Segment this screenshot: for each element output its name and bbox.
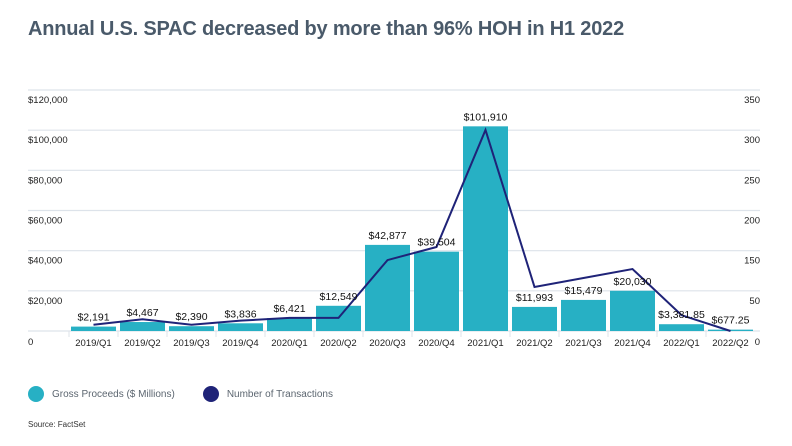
right-axis: 0 50 150 200 250 300 350 bbox=[744, 95, 760, 348]
data-label: $2,390 bbox=[175, 311, 207, 323]
right-tick-label: 150 bbox=[744, 256, 760, 267]
left-tick-label: $20,000 bbox=[28, 296, 62, 307]
x-tick-label: 2021/Q2 bbox=[516, 338, 552, 349]
bar bbox=[218, 323, 263, 331]
x-tick-label: 2020/Q2 bbox=[320, 338, 356, 349]
chart-canvas: 0 $20,000 $40,000 $60,000 $80,000 $100,000 $12… bbox=[28, 89, 760, 349]
data-label: $39,504 bbox=[418, 237, 456, 249]
legend-label: Gross Proceeds ($ Millions) bbox=[52, 388, 175, 400]
data-label: $11,993 bbox=[516, 292, 553, 304]
legend-swatch-bar bbox=[28, 386, 44, 402]
data-label: $3,381.85 bbox=[658, 309, 705, 321]
left-tick-label: $100,000 bbox=[28, 135, 68, 146]
left-tick-label: $80,000 bbox=[28, 175, 62, 186]
line-series bbox=[93, 127, 731, 332]
left-tick-label: $60,000 bbox=[28, 216, 62, 227]
x-tick-label: 2021/Q4 bbox=[614, 338, 650, 349]
bar bbox=[610, 290, 655, 331]
left-axis: 0 $20,000 $40,000 $60,000 $80,000 $100,000 $12… bbox=[28, 95, 68, 348]
data-label: $12,549 bbox=[320, 291, 358, 303]
bar bbox=[267, 318, 312, 331]
legend-label: Number of Transactions bbox=[226, 388, 333, 400]
data-label: $3,836 bbox=[224, 308, 256, 320]
left-tick-label: $40,000 bbox=[28, 256, 62, 267]
x-tick-label: 2020/Q4 bbox=[418, 338, 454, 349]
x-tick-label: 2019/Q2 bbox=[124, 338, 160, 349]
data-labels: $2,191 $4,467 $2,390 $3,836 $6,421 $12,549 $42… bbox=[77, 111, 749, 326]
bar bbox=[414, 251, 459, 331]
bar bbox=[512, 306, 557, 331]
x-tick-label: 2021/Q1 bbox=[467, 338, 503, 349]
x-tick-label: 2021/Q3 bbox=[565, 338, 601, 349]
bar bbox=[463, 126, 508, 331]
data-label: $677.25 bbox=[712, 315, 750, 327]
x-tick-label: 2020/Q1 bbox=[271, 338, 307, 349]
right-tick-label: 200 bbox=[744, 216, 760, 227]
bar bbox=[120, 322, 165, 331]
right-tick-label: 300 bbox=[744, 135, 760, 146]
right-tick-label: 50 bbox=[749, 296, 760, 307]
bar bbox=[71, 326, 116, 331]
x-tick-label: 2019/Q3 bbox=[173, 338, 209, 349]
source-note: Source: FactSet bbox=[28, 420, 86, 429]
data-label: $4,467 bbox=[126, 307, 158, 319]
chart-title: Annual U.S. SPAC decreased by more than … bbox=[28, 18, 624, 40]
right-tick-label: 350 bbox=[744, 95, 760, 106]
data-label: $42,877 bbox=[369, 230, 407, 242]
bar bbox=[659, 324, 704, 331]
legend-item-gross-proceeds[interactable]: Gross Proceeds ($ Millions) bbox=[28, 386, 175, 402]
bar bbox=[561, 299, 606, 331]
data-label: $2,191 bbox=[77, 312, 109, 324]
x-tick-label: 2022/Q2 bbox=[712, 338, 748, 349]
x-tick-label: 2022/Q1 bbox=[663, 338, 699, 349]
legend-item-transactions[interactable]: Number of Transactions bbox=[202, 386, 333, 402]
left-tick-label: $120,000 bbox=[28, 95, 68, 106]
transactions-line bbox=[93, 127, 731, 332]
x-tick-label: 2019/Q1 bbox=[75, 338, 111, 349]
bar bbox=[365, 244, 410, 331]
bar-series bbox=[71, 126, 753, 331]
bar bbox=[169, 326, 214, 331]
legend-swatch-line bbox=[202, 386, 219, 402]
x-tick-label: 2019/Q4 bbox=[222, 338, 258, 349]
data-label: $101,910 bbox=[464, 111, 508, 123]
x-axis: 2019/Q1 2019/Q2 2019/Q3 2019/Q4 2020/Q1 2020/… bbox=[68, 331, 749, 349]
legend: Gross Proceeds ($ Millions) Number of Tr… bbox=[28, 386, 361, 402]
x-tick-label: 2020/Q3 bbox=[369, 338, 405, 349]
data-label: $15,479 bbox=[565, 285, 603, 297]
data-label: $6,421 bbox=[273, 303, 305, 315]
right-tick-label: 250 bbox=[744, 175, 760, 186]
left-tick-label: 0 bbox=[28, 337, 33, 348]
data-label: $20,030 bbox=[614, 276, 652, 288]
right-tick-label: 0 bbox=[755, 337, 760, 348]
